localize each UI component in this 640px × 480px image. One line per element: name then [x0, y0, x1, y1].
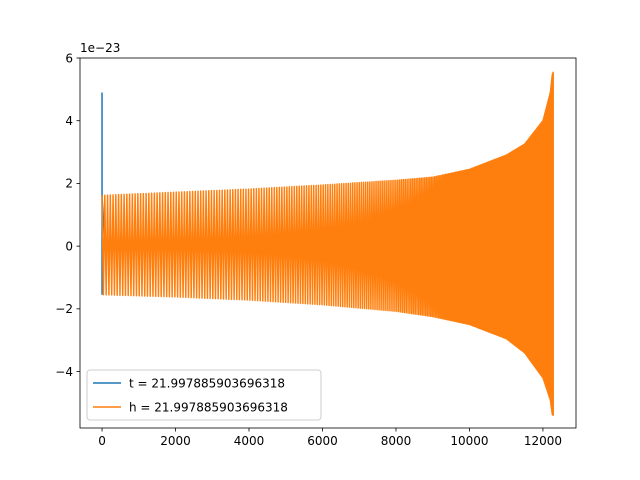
x-tick-label: 12000 — [524, 434, 562, 448]
y-offset-text: 1e−23 — [80, 41, 120, 55]
x-tick-label: 6000 — [307, 434, 338, 448]
legend: t = 21.997885903696318 h = 21.9978859036… — [86, 369, 322, 421]
x-tick-label: 8000 — [381, 434, 412, 448]
legend-box — [86, 369, 322, 421]
y-tick-label: −2 — [55, 302, 73, 316]
series-layer — [101, 71, 554, 416]
x-tick-label: 0 — [98, 434, 106, 448]
x-tick-label: 10000 — [450, 434, 488, 448]
legend-label-h: h = 21.997885903696318 — [129, 401, 288, 415]
y-tick-label: 4 — [65, 114, 73, 128]
y-tick-label: −4 — [55, 365, 73, 379]
y-axis: −4 −2 0 2 4 6 — [55, 51, 80, 379]
legend-label-t: t = 21.997885903696318 — [129, 377, 285, 391]
x-tick-label: 4000 — [234, 434, 265, 448]
axes-frame — [79, 57, 577, 429]
y-tick-label: 2 — [65, 177, 73, 191]
y-tick-label: 6 — [65, 51, 73, 65]
y-tick-label: 0 — [65, 239, 73, 253]
x-tick-label: 2000 — [160, 434, 191, 448]
series-line-h — [101, 71, 554, 416]
plot-area — [79, 57, 577, 429]
x-axis: 0 2000 4000 6000 8000 10000 12000 — [98, 428, 562, 448]
